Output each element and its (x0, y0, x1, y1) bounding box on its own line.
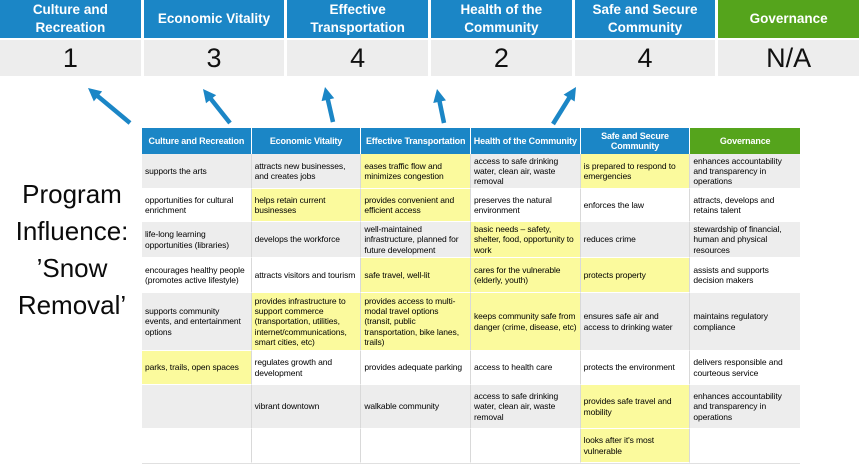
priorities-matrix: Culture and Recreation Economic Vitality E… (142, 128, 800, 464)
matrix-cell: assists and supports decision makers (690, 258, 800, 293)
matrix-cell: life-long learning opportunities (librar… (142, 222, 252, 258)
matrix-cell: protects property (580, 258, 691, 293)
influence-arrow (203, 89, 232, 125)
scoreboard-score-cell: 4 (574, 40, 716, 76)
matrix-cell: enhances accountability and transparency… (690, 385, 800, 429)
matrix-cell: encourages healthy people (promotes acti… (142, 258, 252, 293)
matrix-cell: provides infrastructure to support comme… (251, 293, 362, 351)
matrix-cell: is prepared to respond to emergencies (580, 154, 691, 189)
matrix-cell: attracts, develops and retains talent (690, 189, 800, 222)
scoreboard-header-cell: Health of the Community (431, 0, 572, 38)
matrix-cell: vibrant downtown (251, 385, 362, 429)
matrix-cell: delivers responsible and courteous servi… (690, 351, 800, 385)
matrix-cell (142, 429, 252, 463)
scoreboard-score-cell: 3 (143, 40, 285, 76)
matrix-cell: protects the environment (580, 351, 691, 385)
matrix-cell: helps retain current businesses (251, 189, 362, 222)
scoreboard-score-cell: 1 (0, 40, 141, 76)
matrix-cell: enhances accountability and transparency… (690, 154, 800, 189)
influence-arrow (321, 87, 336, 123)
matrix-header-cell: Governance (690, 128, 800, 154)
matrix-cell: develops the workforce (251, 222, 362, 258)
scoreboard-header-cell: Safe and Secure Community (574, 0, 716, 38)
matrix-cell (690, 429, 800, 463)
matrix-cell: attracts new businesses, and creates job… (251, 154, 362, 189)
influence-arrows (88, 87, 576, 126)
scoreboard-header-cell: Economic Vitality (143, 0, 285, 38)
scoreboard-score-cell: 2 (431, 40, 572, 76)
matrix-cell: preserves the natural environment (470, 189, 581, 222)
scoreboard-header-cell: Governance (718, 0, 859, 38)
matrix-cell: enforces the law (580, 189, 691, 222)
matrix-header-cell: Culture and Recreation (142, 128, 252, 154)
scoreboard-score-cell: 4 (287, 40, 428, 76)
matrix-cell: reduces crime (580, 222, 691, 258)
matrix-cell: provides safe travel and mobility (580, 385, 691, 429)
matrix-cell: supports community events, and entertain… (142, 293, 252, 351)
matrix-cell: provides convenient and efficient access (361, 189, 471, 222)
matrix-cell: supports the arts (142, 154, 252, 189)
scoreboard-score-cell: N/A (718, 40, 859, 76)
matrix-cell: well-maintained infrastructure, planned … (361, 222, 471, 258)
scoreboard-header-cell: Culture and Recreation (0, 0, 141, 38)
scoreboard-header-cell: Effective Transportation (287, 0, 428, 38)
matrix-cell (361, 429, 471, 463)
matrix-cell: keeps community safe from danger (crime,… (470, 293, 581, 351)
matrix-cell: stewardship of financial, human and phys… (690, 222, 800, 258)
influence-arrow (433, 89, 447, 124)
matrix-cell: provides access to multi-modal travel op… (361, 293, 471, 351)
matrix-cell (470, 429, 581, 463)
influence-arrow (551, 87, 576, 126)
matrix-cell: parks, trails, open spaces (142, 351, 252, 385)
matrix-header-cell: Safe and Secure Community (580, 128, 691, 154)
matrix-header-cell: Effective Transportation (361, 128, 471, 154)
matrix-cell: walkable community (361, 385, 471, 429)
matrix-cell: access to health care (470, 351, 581, 385)
matrix-cell (251, 429, 362, 463)
matrix-cell: regulates growth and development (251, 351, 362, 385)
matrix-header-cell: Economic Vitality (251, 128, 362, 154)
matrix-header-cell: Health of the Community (470, 128, 581, 154)
matrix-cell: cares for the vulnerable (elderly, youth… (470, 258, 581, 293)
matrix-cell: eases traffic flow and minimizes congest… (361, 154, 471, 189)
influence-arrow (88, 88, 132, 125)
matrix-cell: access to safe drinking water, clean air… (470, 385, 581, 429)
matrix-cell: safe travel, well-lit (361, 258, 471, 293)
program-influence-label: Program Influence: ’Snow Removal’ (15, 179, 129, 320)
matrix-cell: basic needs – safety, shelter, food, opp… (470, 222, 581, 258)
matrix-cell: provides adequate parking (361, 351, 471, 385)
matrix-cell: maintains regulatory compliance (690, 293, 800, 351)
matrix-cell: ensures safe air and access to drinking … (580, 293, 691, 351)
matrix-cell (142, 385, 252, 429)
matrix-cell: looks after it's most vulnerable (580, 429, 691, 463)
matrix-cell: access to safe drinking water, clean air… (470, 154, 581, 189)
scoreboard: Culture and Recreation Economic Vitality E… (0, 0, 859, 76)
matrix-cell: opportunities for cultural enrichment (142, 189, 252, 222)
matrix-cell: attracts visitors and tourism (251, 258, 362, 293)
